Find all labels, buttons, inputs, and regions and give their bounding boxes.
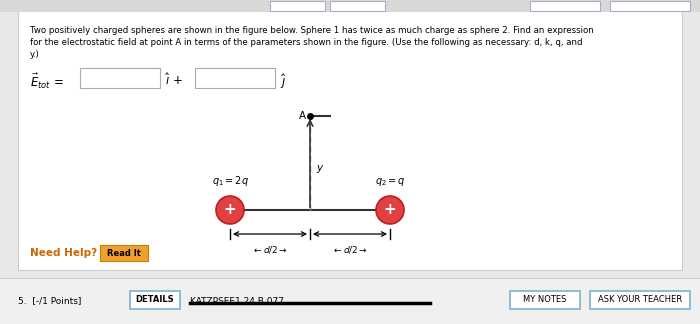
Bar <box>100 245 148 261</box>
Text: Read It: Read It <box>107 249 141 258</box>
Text: y.): y.) <box>30 50 40 59</box>
Text: $\vec{E}_{tot}$ =: $\vec{E}_{tot}$ = <box>30 72 64 91</box>
Bar <box>590 291 690 309</box>
Text: Two positively charged spheres are shown in the figure below. Sphere 1 has twice: Two positively charged spheres are shown… <box>30 26 594 35</box>
Text: +: + <box>223 202 237 217</box>
Text: MY NOTES: MY NOTES <box>524 295 567 305</box>
Bar <box>610 1 690 11</box>
Bar <box>80 68 160 88</box>
Text: +: + <box>384 202 396 217</box>
Text: $q_1 = 2q$: $q_1 = 2q$ <box>211 174 248 188</box>
Text: A: A <box>299 111 306 121</box>
Circle shape <box>376 196 404 224</box>
Circle shape <box>216 196 244 224</box>
Text: $\leftarrow d/2 \rightarrow$: $\leftarrow d/2 \rightarrow$ <box>252 244 288 255</box>
Bar <box>530 1 600 11</box>
Bar <box>330 1 385 11</box>
Text: $\leftarrow d/2 \rightarrow$: $\leftarrow d/2 \rightarrow$ <box>332 244 368 255</box>
Text: 5.  [-/1 Points]: 5. [-/1 Points] <box>18 296 81 306</box>
Bar <box>0 0 700 12</box>
Text: $\hat{\imath}$ +: $\hat{\imath}$ + <box>165 72 183 88</box>
Text: KATZPSEE1 24 B 077: KATZPSEE1 24 B 077 <box>190 296 284 306</box>
Text: $\hat{\jmath}$: $\hat{\jmath}$ <box>280 72 287 91</box>
Text: ASK YOUR TEACHER: ASK YOUR TEACHER <box>598 295 682 305</box>
Text: Need Help?: Need Help? <box>30 248 97 258</box>
Bar <box>510 291 580 309</box>
Bar <box>270 1 325 11</box>
Text: y: y <box>316 163 322 173</box>
Text: for the electrostatic field at point A in terms of the parameters shown in the f: for the electrostatic field at point A i… <box>30 38 582 47</box>
Bar <box>195 68 275 88</box>
Text: DETAILS: DETAILS <box>136 295 174 305</box>
Bar <box>130 291 180 309</box>
Text: $q_2 = q$: $q_2 = q$ <box>374 176 405 188</box>
Bar <box>0 278 700 324</box>
Bar <box>18 10 682 270</box>
